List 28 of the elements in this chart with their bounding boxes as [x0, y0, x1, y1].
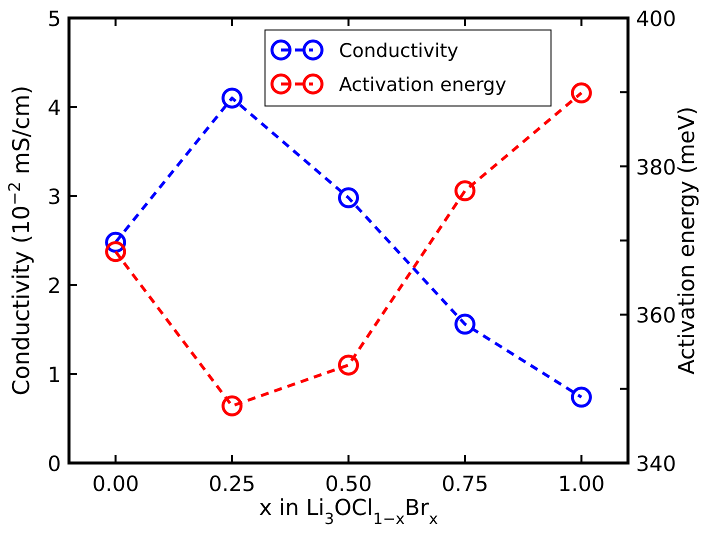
y-tick-label: 1: [48, 363, 61, 387]
x-axis-title: x in Li$_{3}$OCl$_{1−x}$Br$_{x}$: [258, 496, 438, 528]
y2-tick-label: 360: [636, 304, 676, 328]
x-tick-label: 1.00: [558, 472, 605, 496]
y-tick-label: 3: [48, 185, 61, 209]
x-tick-label: 0.75: [442, 472, 488, 496]
point: [105, 241, 126, 262]
legend-label: Conductivity: [339, 40, 458, 62]
y2-tick-label: 400: [636, 7, 676, 31]
y-tick-label: 5: [48, 7, 61, 31]
point: [570, 82, 592, 104]
point: [222, 395, 243, 416]
point: [338, 187, 359, 208]
y-tick-label: 0: [48, 452, 61, 476]
x-tick-label: 0.00: [92, 472, 139, 496]
y2-tick-label: 340: [636, 452, 676, 476]
y-tick-label: 2: [48, 274, 61, 298]
point: [454, 180, 476, 202]
x-tick-label: 0.25: [208, 472, 256, 496]
point: [222, 88, 243, 109]
legend-label: Activation energy: [339, 74, 506, 96]
point: [338, 354, 359, 376]
y-tick-label: 4: [48, 96, 61, 120]
x-tick-label: 0.50: [325, 472, 372, 496]
y2-axis-title: Activation energy (meV): [675, 106, 700, 374]
y2-tick-label: 380: [636, 155, 676, 180]
point: [454, 314, 476, 335]
point: [570, 386, 592, 408]
